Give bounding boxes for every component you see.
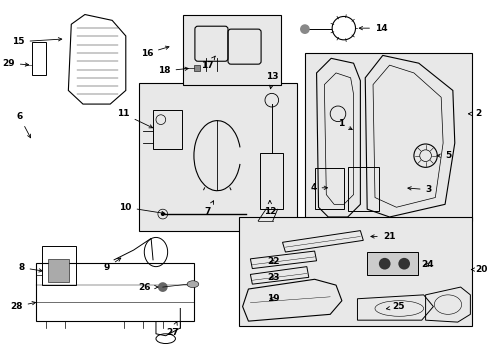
Text: 2: 2 [468,109,481,118]
Text: 19: 19 [266,294,279,303]
Circle shape [161,212,164,216]
Bar [347,167,378,211]
Text: 12: 12 [263,201,276,216]
Text: 5: 5 [436,151,450,160]
Text: 15: 15 [12,37,61,46]
Bar [42,246,76,285]
Text: 9: 9 [103,258,121,272]
Text: 16: 16 [140,46,169,58]
Circle shape [378,258,390,270]
Text: 21: 21 [370,232,394,241]
Text: 3: 3 [407,185,431,194]
Text: 23: 23 [266,273,279,282]
Text: 14: 14 [359,24,387,33]
Text: 7: 7 [204,201,213,216]
Text: 20: 20 [470,265,487,274]
Bar [366,252,417,275]
Text: 11: 11 [117,109,152,128]
Text: 24: 24 [421,260,433,269]
Text: 17: 17 [201,56,215,70]
Bar [48,259,69,282]
Ellipse shape [187,281,199,288]
Circle shape [158,282,167,292]
Bar [36,263,194,321]
Bar [183,14,280,85]
Text: 29: 29 [2,59,29,68]
Bar [153,110,182,149]
Text: 22: 22 [266,257,279,266]
Bar [260,153,283,209]
Text: 18: 18 [158,67,188,76]
Text: 10: 10 [119,203,164,215]
Text: 25: 25 [386,302,404,311]
Bar [314,168,343,209]
Text: 13: 13 [266,72,279,89]
Circle shape [398,258,409,270]
Text: 8: 8 [18,263,42,272]
Bar [194,65,200,71]
Text: 26: 26 [138,283,158,292]
Text: 4: 4 [309,183,327,192]
Text: 1: 1 [337,119,351,130]
Bar [305,53,471,221]
Bar [32,42,46,75]
Text: 6: 6 [16,112,31,138]
Text: 28: 28 [10,302,36,311]
Bar [139,83,297,231]
Circle shape [300,24,309,34]
Bar [238,217,471,326]
Text: 27: 27 [166,321,179,337]
